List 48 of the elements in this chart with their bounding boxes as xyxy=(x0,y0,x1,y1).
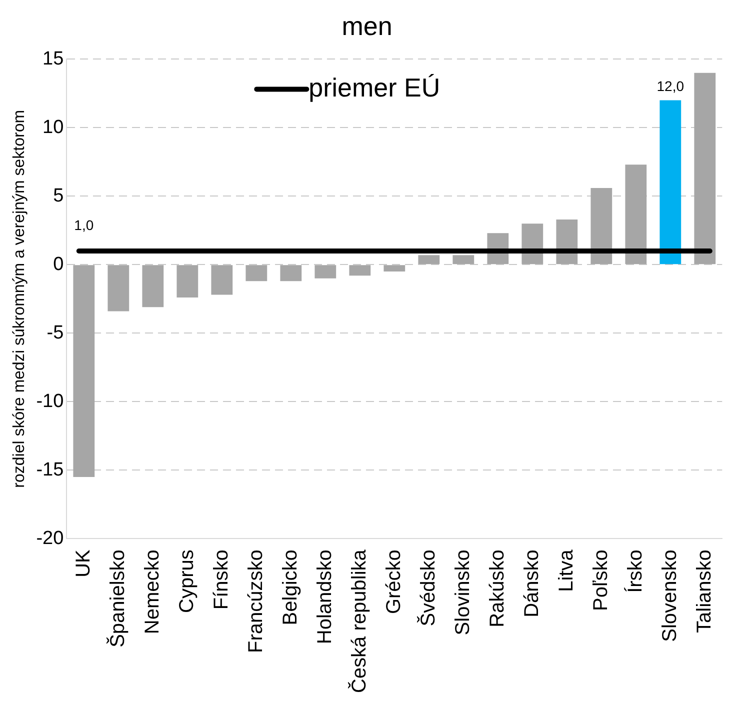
bar xyxy=(384,265,406,272)
bar xyxy=(176,265,198,298)
y-tick-label: -15 xyxy=(36,459,64,480)
x-tick-label: Cyprus xyxy=(176,550,198,613)
x-tick-label: Holandsko xyxy=(314,550,336,644)
x-tick-label: Poľsko xyxy=(590,550,612,612)
data-label: 12,0 xyxy=(656,78,684,94)
bar xyxy=(314,265,336,278)
x-tick-label: Írsko xyxy=(623,550,646,593)
bar xyxy=(590,188,612,264)
x-tick-label: Česká republika xyxy=(347,548,370,694)
y-tick-label: 5 xyxy=(53,185,64,206)
bar xyxy=(73,265,95,477)
bar xyxy=(418,255,440,264)
y-tick-label: 0 xyxy=(53,254,64,275)
x-tick-label: Slovensko xyxy=(658,550,681,642)
x-tick-label: Nemecko xyxy=(141,550,164,634)
x-tick-label: Taliansko xyxy=(693,550,716,633)
bar xyxy=(108,265,130,312)
x-tick-label: Grécko xyxy=(382,550,405,614)
x-tick-label: Dánsko xyxy=(520,550,543,618)
y-tick-label: 15 xyxy=(42,48,64,70)
x-tick-label: Švédsko xyxy=(416,550,440,626)
x-tick-label: Slovinsko xyxy=(452,550,474,636)
y-tick-label: -5 xyxy=(46,322,64,344)
y-tick-label: 10 xyxy=(42,116,64,138)
x-tick-label: Rakúsko xyxy=(486,550,508,628)
bar xyxy=(142,265,164,308)
x-tick-label: Belgicko xyxy=(279,550,302,626)
bar xyxy=(280,265,302,282)
bar xyxy=(349,265,371,276)
legend-label: priemer EÚ xyxy=(308,72,440,102)
y-axis-title: rozdiel skóre medzi súkromným a verejným sektorom xyxy=(11,110,28,488)
bar xyxy=(246,265,268,282)
chart-title: men xyxy=(342,10,392,41)
bar xyxy=(694,72,716,264)
y-tick-label: -20 xyxy=(36,528,64,549)
y-tick-label: -10 xyxy=(36,390,64,412)
x-tick-label: Španielsko xyxy=(106,550,129,648)
x-tick-label: UK xyxy=(72,548,94,578)
x-tick-label: Francúzsko xyxy=(244,550,267,653)
annotation: 1,0 xyxy=(74,216,94,233)
x-tick-label: Litva xyxy=(555,548,578,592)
bar xyxy=(660,100,682,264)
x-tick-label: Fínsko xyxy=(210,550,232,610)
bar xyxy=(452,255,474,264)
bar xyxy=(625,164,647,264)
bar xyxy=(211,265,233,295)
